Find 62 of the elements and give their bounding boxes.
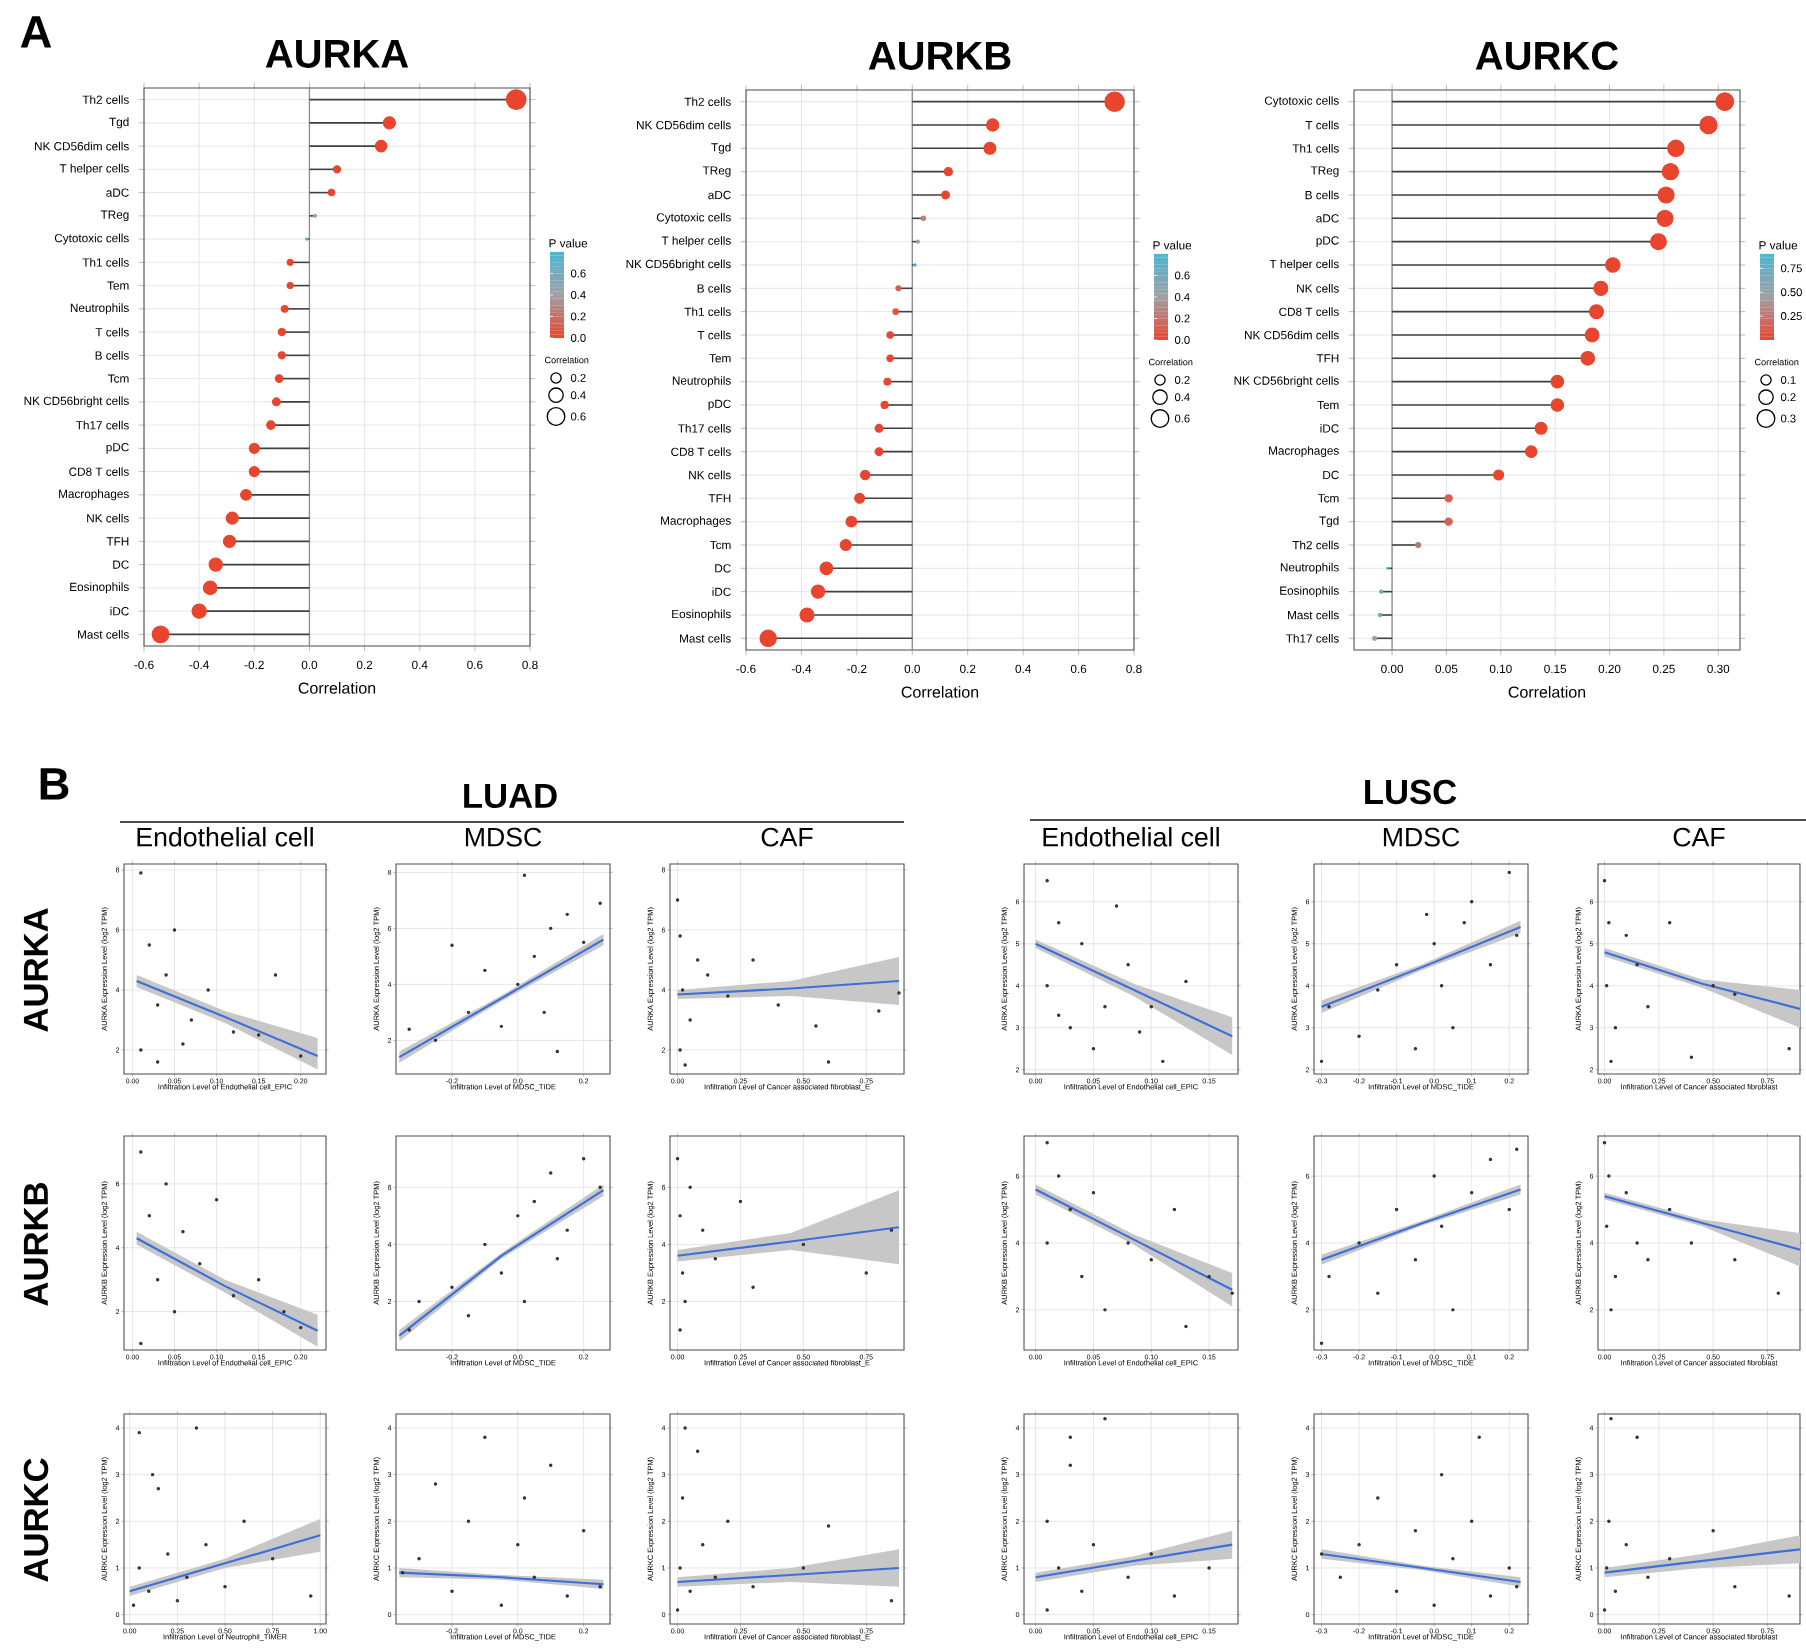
x-axis-title: Correlation [1508,685,1586,698]
text: AURKB [23,1182,49,1306]
point [1524,445,1538,458]
point [266,420,276,430]
point [286,282,294,290]
point [1605,257,1621,273]
point [1550,374,1565,389]
point [1580,350,1596,366]
point [240,488,253,501]
point [874,423,884,433]
point [222,534,237,548]
text: LUSC [1365,779,1457,805]
text: AURKA [23,908,49,1032]
point [1584,327,1600,343]
point [1534,421,1548,435]
point [874,447,884,457]
point [277,327,287,337]
point [883,377,892,386]
chart-title: AURKB [868,41,1011,70]
point [892,308,899,315]
text: LUAD [464,783,557,809]
point [1588,304,1604,320]
x-axis-title: Correlation [298,681,376,694]
text: A [20,16,52,48]
chart-title: CAF [1673,827,1725,847]
point [248,465,260,478]
chart-title: CAF [761,827,813,847]
point [1656,209,1674,227]
point [286,258,294,266]
point [941,190,951,200]
point [920,215,927,222]
point [1550,398,1565,412]
chart-title: Endothelial cell [137,826,313,847]
chart-title: MDSC [465,827,542,847]
point [382,116,397,130]
chart-title: AURKA [265,39,409,68]
point [248,442,260,454]
point [859,469,871,481]
point [280,304,289,313]
chart-title: Endothelial cell [1043,826,1219,847]
point [1593,280,1609,296]
point [880,400,889,410]
point [1649,233,1667,251]
point [332,165,342,174]
point [943,167,953,177]
chart-title: MDSC [1383,827,1460,847]
text: B [40,768,69,800]
point [271,397,281,407]
point [225,511,239,525]
point [327,188,336,197]
point [277,351,287,360]
x-axis-title: Correlation [901,685,979,698]
point [374,139,388,153]
chart-title: AURKC [1475,41,1619,70]
point [854,492,866,504]
point [886,354,894,363]
point [845,515,858,528]
point [274,374,284,383]
point [1657,186,1675,204]
point [886,331,894,339]
point [895,285,902,292]
text: AURKC [23,1458,49,1582]
